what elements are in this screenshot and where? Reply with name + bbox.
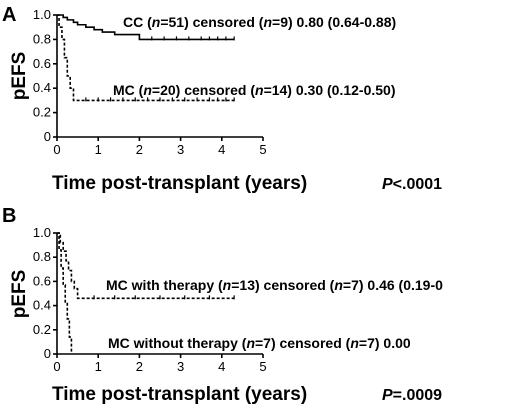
x-tick-label: 4 bbox=[218, 142, 225, 157]
series-annotation-mc: MC (n=20) censored (n=14) 0.30 (0.12-0.5… bbox=[113, 82, 395, 98]
series-annotation-mc-with-therapy: MC with therapy (n=13) censored (n=7) 0.… bbox=[106, 277, 443, 293]
y-tick-label: 0.2 bbox=[33, 105, 51, 120]
panel-b-p-number: =.0009 bbox=[393, 387, 442, 404]
x-tick-label: 5 bbox=[259, 142, 266, 157]
y-tick-label: 0.6 bbox=[33, 273, 51, 288]
x-tick-label: 3 bbox=[177, 142, 184, 157]
y-tick-label: 0 bbox=[44, 129, 51, 144]
x-tick-label: 3 bbox=[177, 359, 184, 374]
x-tick-label: 0 bbox=[53, 142, 60, 157]
panel-a-p-value: P<.0001 bbox=[382, 176, 442, 193]
series-annotation-mc-without-therapy: MC without therapy (n=7) censored (n=7) … bbox=[108, 335, 411, 351]
panel-a-letter: A bbox=[2, 4, 16, 26]
y-tick-label: 0.6 bbox=[33, 56, 51, 71]
y-tick-label: 0.4 bbox=[33, 298, 51, 313]
panel-b-y-axis-label: pEFS bbox=[9, 270, 30, 319]
x-tick-label: 1 bbox=[95, 142, 102, 157]
panel-b-p-symbol: P bbox=[382, 387, 393, 404]
x-tick-label: 1 bbox=[95, 359, 102, 374]
series-annotation-cc: CC (n=51) censored (n=9) 0.80 (0.64-0.88… bbox=[123, 14, 396, 30]
panel-a-plot: 0 0.2 0.4 0.6 0.8 1.0 0 1 2 3 4 5 CC (n=51) censored… bbox=[33, 7, 396, 157]
x-tick-label: 2 bbox=[136, 359, 143, 374]
y-tick-label: 1.0 bbox=[33, 7, 51, 22]
y-tick-label: 0 bbox=[44, 346, 51, 361]
panel-a-p-symbol: P bbox=[382, 176, 393, 193]
y-tick-label: 1.0 bbox=[33, 225, 51, 240]
survival-curve-mc-without-therapy bbox=[57, 232, 73, 354]
panel-a-y-axis-label: pEFS bbox=[9, 52, 30, 101]
panel-b-letter: B bbox=[2, 205, 16, 227]
panel-b-x-axis-label: Time post-transplant (years) bbox=[52, 384, 307, 405]
x-tick-label: 5 bbox=[259, 359, 266, 374]
y-tick-label: 0.8 bbox=[33, 249, 51, 264]
x-tick-label: 2 bbox=[136, 142, 143, 157]
x-tick-label: 4 bbox=[218, 359, 225, 374]
y-tick-label: 0.8 bbox=[33, 31, 51, 46]
y-tick-label: 0.2 bbox=[33, 322, 51, 337]
panel-b-plot: 0 0.2 0.4 0.6 0.8 1.0 0 1 2 3 4 5 MC with therapy (n… bbox=[33, 225, 443, 374]
survival-curve-cc bbox=[57, 14, 235, 41]
survival-curve-mc bbox=[57, 14, 235, 102]
panel-a-p-number: <.0001 bbox=[393, 176, 442, 193]
panel-a-x-axis-label: Time post-transplant (years) bbox=[52, 173, 307, 194]
panel-b-p-value: P=.0009 bbox=[382, 387, 442, 404]
x-tick-label: 0 bbox=[53, 359, 60, 374]
y-tick-label: 0.4 bbox=[33, 80, 51, 95]
